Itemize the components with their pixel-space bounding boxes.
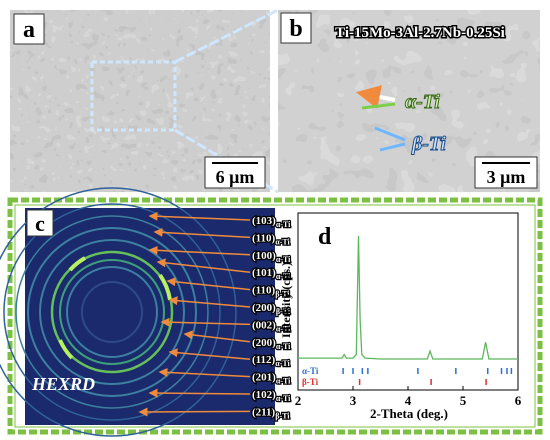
reflection-label: (110)β-Ti: [252, 285, 290, 299]
x-tick-label: 2: [295, 393, 302, 408]
panel-label: b: [289, 16, 302, 42]
reflection-label: (102)α-Ti: [252, 389, 291, 403]
x-tick-label: 4: [405, 393, 412, 408]
panel-label: d: [318, 224, 332, 250]
plane: (200): [252, 337, 276, 349]
plane: (201): [252, 372, 276, 384]
zoom-line: [174, 8, 279, 64]
x-axis-label: 2-Theta (deg.): [370, 406, 448, 421]
label-box: [26, 209, 54, 237]
frame: [7, 197, 543, 435]
phase: α-Ti: [276, 324, 291, 333]
phase: α-Ti: [276, 220, 291, 229]
plane: (103): [252, 215, 276, 227]
plane: (110): [252, 232, 276, 244]
plane: (100): [252, 250, 276, 262]
reflection-label: (200)α-Ti: [252, 337, 291, 351]
caption: HEXRD: [31, 374, 95, 394]
plane: (002): [252, 319, 276, 331]
reflection-label: (101)α-Ti: [252, 267, 291, 281]
arrow: [374, 126, 406, 142]
panel-d: d 2-Theta (deg.) Intensity (cps.) 2 3 4 5 6 α…: [279, 212, 522, 421]
arrow: [148, 211, 251, 221]
plane: (200): [252, 302, 276, 314]
arrow: [148, 388, 251, 398]
scale-label: 6 μm: [216, 167, 255, 187]
plane: (110): [252, 285, 276, 297]
arrow: [361, 102, 396, 110]
x-tick-label: 5: [460, 393, 467, 408]
reflection-label: (100)α-Ti: [252, 250, 291, 264]
xrd-line: [298, 235, 518, 360]
panel-c: HEXRD c (103)α-Ti(110)α-Ti(100)α-Ti(101)…: [0, 187, 292, 437]
arrow: [183, 330, 251, 343]
x-tick-label: 6: [515, 393, 522, 408]
phase-label: α-Ti: [405, 91, 440, 113]
panel-label: c: [35, 211, 45, 236]
phase: α-Ti: [275, 359, 290, 368]
alloy-title: Ti-15Mo-3Al-2.7Nb-0.25Si: [335, 25, 505, 41]
phase: α-Ti: [276, 394, 291, 403]
plane: (102): [252, 389, 276, 401]
panel-a: a 6 μm: [9, 8, 279, 194]
arrow: [379, 142, 406, 152]
arrow: [158, 367, 251, 378]
arrow: [166, 277, 251, 291]
arrow: [356, 85, 396, 109]
phase: β-Ti: [275, 411, 290, 420]
frame: [14, 204, 536, 428]
scale-label: 3 μm: [487, 167, 526, 187]
x-tick-label: 3: [350, 393, 357, 408]
label-box: [13, 13, 45, 45]
plane: (101): [252, 267, 276, 279]
phase: α-Ti: [276, 255, 291, 264]
arrow: [153, 227, 251, 239]
phase: α-Ti: [276, 272, 291, 281]
reflection-label: (112)α-Ti: [252, 354, 291, 368]
rings: [0, 187, 237, 437]
y-axis-label: Intensity (cps.): [279, 262, 293, 338]
phase: β-Ti: [275, 290, 290, 299]
arrow: [160, 317, 251, 327]
plane: (112): [252, 354, 276, 366]
phase: α-Ti: [276, 342, 291, 351]
phase: α-Ti: [275, 237, 290, 246]
reflection-label: (103)α-Ti: [252, 215, 291, 229]
phase-label: β-Ti: [411, 133, 446, 155]
panel-label: a: [23, 17, 35, 43]
label-box: [280, 12, 312, 44]
phase: β-Ti: [276, 307, 291, 316]
arrow: [148, 245, 251, 256]
arrow: [156, 258, 251, 273]
reflection-label: (110)α-Ti: [252, 232, 291, 246]
arrow: [168, 296, 251, 308]
reflection-label: (200)β-Ti: [252, 302, 291, 316]
reflection-label: (201)α-Ti: [252, 372, 291, 386]
reference-label: β-Ti: [302, 377, 319, 387]
reflection-label: (002)α-Ti: [252, 319, 291, 333]
phase: α-Ti: [276, 377, 291, 386]
plane: (211): [252, 406, 276, 418]
reflection-label: (211)β-Ti: [252, 406, 290, 420]
reference-label: α-Ti: [302, 366, 319, 376]
arrow: [138, 407, 251, 417]
zoom-box: [90, 60, 177, 132]
panel-b: b Ti-15Mo-3Al-2.7Nb-0.25Si α-Ti β-Ti 3 μ…: [277, 9, 541, 193]
arrow: [168, 348, 251, 360]
